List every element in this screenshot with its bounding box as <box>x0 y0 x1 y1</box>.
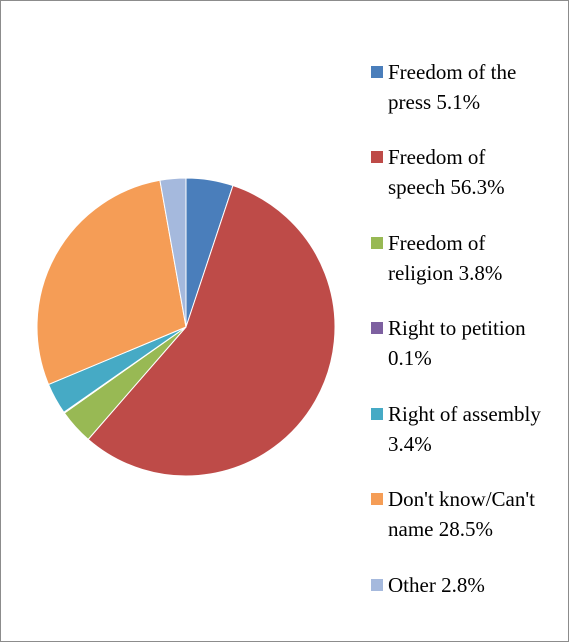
legend-item-6: Other 2.8% <box>371 570 567 600</box>
legend-label-6-line-0: Other 2.8% <box>388 573 485 597</box>
legend-label-3-line-0: Right to petition <box>388 316 526 340</box>
legend-label-0-line-0: Freedom of the <box>388 60 517 84</box>
pie-slice-1 <box>87 184 336 477</box>
legend-label-3-line-1: 0.1% <box>388 346 432 370</box>
legend-swatch-1 <box>371 151 383 163</box>
legend-item-3: Right to petition 0.1% <box>371 313 567 373</box>
legend-label-0-line-1: press 5.1% <box>388 90 481 114</box>
legend-label-5-line-0: Don't know/Can't <box>388 487 535 511</box>
pie-slice-5 <box>36 179 187 386</box>
legend-swatch-4 <box>371 408 383 420</box>
legend-item-2: Freedom of religion 3.8% <box>371 228 567 288</box>
legend-label-2-line-1: religion 3.8% <box>388 261 503 285</box>
legend-swatch-6 <box>371 579 383 591</box>
legend-label-4-line-0: Right of assembly <box>388 402 541 426</box>
legend-item-5: Don't know/Can't name 28.5% <box>371 484 567 544</box>
legend-swatch-0 <box>371 66 383 78</box>
legend-swatch-3 <box>371 322 383 334</box>
legend-swatch-5 <box>371 493 383 505</box>
legend-label-5-line-1: name 28.5% <box>388 517 493 541</box>
legend-item-0: Freedom of the press 5.1% <box>371 57 567 117</box>
legend-label-1-line-1: speech 56.3% <box>388 175 505 199</box>
legend-label-4-line-1: 3.4% <box>388 432 432 456</box>
legend-swatch-2 <box>371 237 383 249</box>
legend-item-1: Freedom of speech 56.3% <box>371 142 567 202</box>
legend-label-2-line-0: Freedom of <box>388 231 486 255</box>
pie-slice-6 <box>159 177 187 328</box>
legend-label-1-line-0: Freedom of <box>388 145 486 169</box>
legend-item-4: Right of assembly 3.4% <box>371 399 567 459</box>
